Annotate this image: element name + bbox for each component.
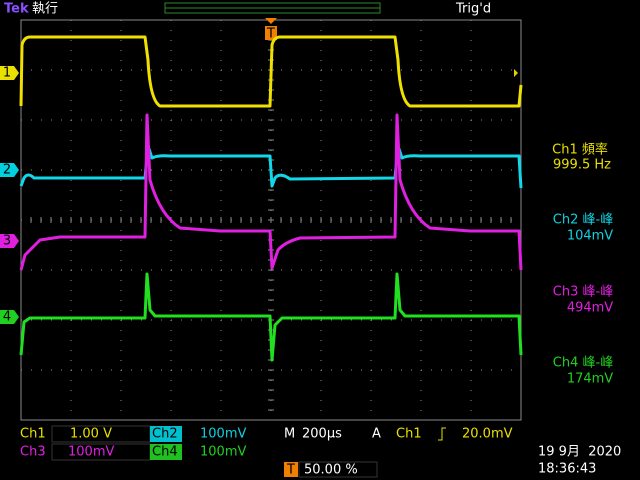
trigger-position-box: [265, 26, 277, 40]
trigger-marker: T: [286, 463, 295, 478]
run-status: 執行: [32, 1, 58, 17]
ch4-name: Ch4: [152, 445, 178, 460]
ch3-scale: 100mV: [68, 445, 114, 460]
time: 18:36:43: [538, 462, 596, 477]
ch4-scale: 100mV: [200, 445, 246, 460]
ch3-marker-label: 3: [3, 234, 11, 249]
ch4-marker: [0, 310, 19, 324]
measurement-label: Ch2 峰-峰: [553, 213, 613, 228]
ch2-scale: 100mV: [200, 427, 246, 442]
trigger-slope-icon: [438, 427, 446, 441]
ch4-name-bg: [150, 444, 182, 460]
trigger-level: 20.0mV: [462, 427, 513, 442]
measurements: Ch1 頻率 999.5 Hz Ch2 峰-峰 104mV Ch3 峰-峰 49…: [552, 142, 613, 387]
trigger-level-arrow: [514, 69, 518, 77]
measurement-value: 999.5 Hz: [553, 158, 611, 173]
ch1-scale: 1.00 V: [70, 427, 112, 442]
ch2-marker: [0, 163, 19, 177]
date: 19 9月 2020: [538, 445, 621, 460]
trigger-marker-box: [284, 462, 298, 477]
ch4-marker-label: 4: [3, 310, 11, 325]
measurement-value: 104mV: [567, 229, 613, 244]
ch3-name: Ch3: [20, 445, 46, 460]
measurement-label: Ch1 頻率: [552, 142, 608, 158]
trigger-position-box: [298, 461, 378, 478]
ch3-marker: [0, 234, 19, 248]
measurement-value: 494mV: [567, 301, 613, 316]
settings-bar: Ch1 1.00 V Ch2 100mV M 200µs A Ch1 20.0m…: [20, 425, 621, 478]
trigger-position-marker: T: [266, 27, 275, 42]
trigger-status: Trig'd: [455, 2, 491, 17]
measurement-label: Ch3 峰-峰: [553, 285, 613, 300]
ch2-name-bg: [150, 426, 182, 442]
ch2-waveform: [19, 144, 523, 189]
ch1-waveform: [19, 35, 523, 108]
trigger-source: Ch1: [396, 427, 422, 442]
ch2-name: Ch2: [152, 427, 178, 442]
trigger-label: A: [372, 427, 381, 442]
measurement-value: 174mV: [567, 372, 613, 387]
ch1-marker: [0, 66, 19, 80]
trigger-position: 50.00 %: [304, 463, 358, 478]
ch1-name: Ch1: [20, 427, 46, 442]
brand: Tek: [4, 2, 29, 17]
timebase-scale: 200µs: [302, 427, 342, 442]
channel-markers: 1 2 3 4: [0, 66, 19, 325]
ch3-waveform: [19, 113, 523, 271]
ch4-waveform: [19, 272, 523, 362]
ch2-marker-label: 2: [3, 163, 11, 178]
ch1-marker-label: 1: [3, 66, 11, 81]
timebase-label: M: [284, 427, 295, 442]
trigger-arrow: [265, 18, 277, 24]
measurement-label: Ch4 峰-峰: [553, 356, 613, 371]
